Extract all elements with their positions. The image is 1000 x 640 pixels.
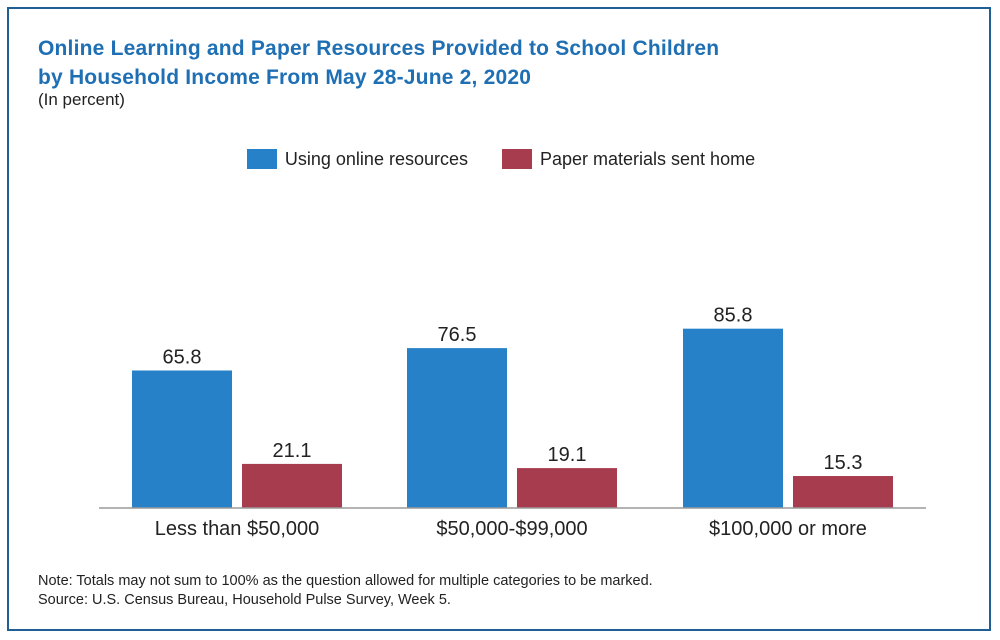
chart-title-line-2: by Household Income From May 28-June 2, …: [38, 66, 532, 89]
bar-paper-2: [793, 476, 893, 508]
data-label-paper-1: 19.1: [548, 444, 587, 466]
source-text: Source: U.S. Census Bureau, Household Pu…: [38, 592, 451, 608]
chart-notes: Note: Totals may not sum to 100% as the …: [38, 572, 653, 610]
note-text: Note: Totals may not sum to 100% as the …: [38, 573, 653, 589]
bar-online-1: [407, 348, 507, 508]
data-label-online-0: 65.8: [163, 346, 202, 368]
category-label-2: $100,000 or more: [709, 518, 867, 540]
legend-item-paper: Paper materials sent home: [501, 148, 756, 170]
legend-label-paper: Paper materials sent home: [539, 148, 756, 169]
data-label-online-1: 76.5: [438, 324, 477, 346]
bar-chart: 65.8 21.1 Less than $50,000 76.5 19.1 $50,000…: [99, 305, 926, 540]
bar-paper-1: [517, 468, 617, 508]
chart-title: Online Learning and Paper Resources Prov…: [38, 34, 719, 92]
legend-swatch-online: [246, 149, 277, 169]
legend-item-online: Using online resources: [246, 148, 468, 170]
data-label-paper-2: 15.3: [824, 452, 863, 474]
data-label-online-2: 85.8: [714, 305, 753, 327]
chart-title-line-1: Online Learning and Paper Resources Prov…: [38, 37, 720, 60]
bar-online-2: [683, 328, 783, 508]
legend-swatch-paper: [501, 149, 532, 169]
chart-subtitle: (In percent): [38, 90, 125, 109]
category-label-0: Less than $50,000: [155, 518, 320, 540]
bar-paper-0: [242, 463, 342, 508]
data-label-paper-0: 21.1: [273, 440, 312, 462]
legend-label-online: Using online resources: [284, 148, 468, 169]
category-label-1: $50,000-$99,000: [436, 518, 587, 540]
chart-frame: Online Learning and Paper Resources Prov…: [7, 7, 991, 631]
bar-online-0: [132, 370, 232, 508]
chart-legend: Using online resources Paper materials s…: [9, 147, 993, 171]
